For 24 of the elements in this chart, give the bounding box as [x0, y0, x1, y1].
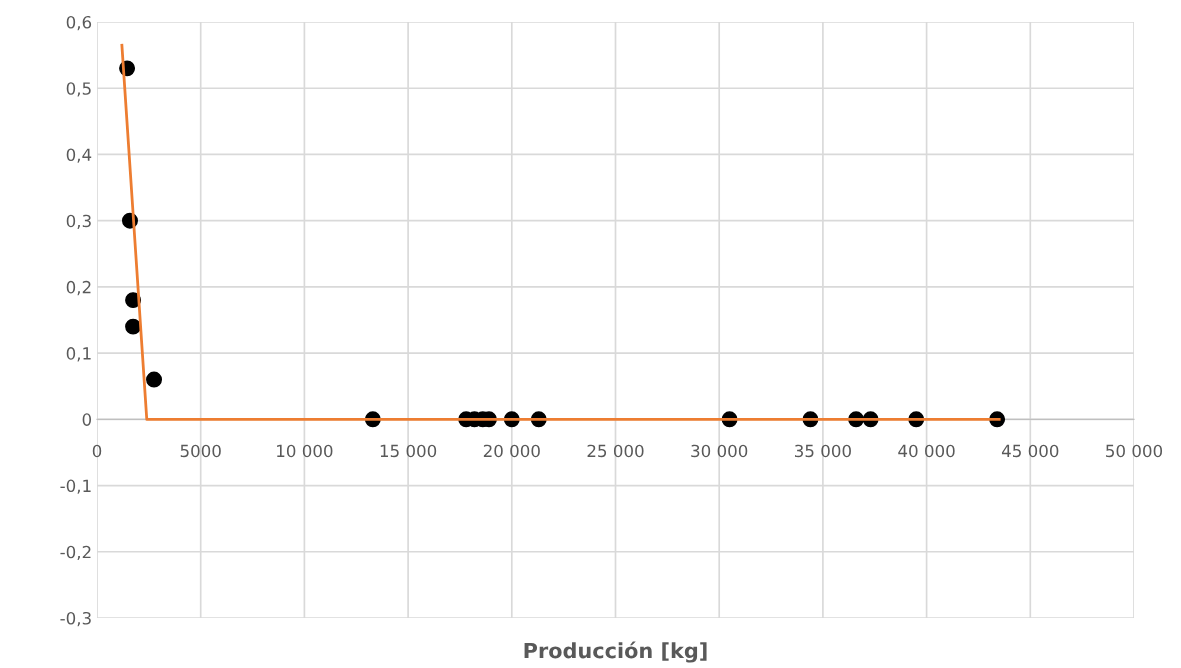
x-tick-label: 5000	[180, 444, 221, 458]
x-tick-label: 10 000	[277, 444, 333, 458]
x-tick-label: 25 000	[587, 444, 644, 458]
y-tick-label: 0,2	[66, 280, 91, 296]
x-axis-title: Producción [kg]	[524, 641, 707, 663]
x-tick-label: 40 000	[898, 444, 955, 458]
x-tick-label: 50 000	[1106, 444, 1163, 458]
x-tick-label: 15 000	[380, 444, 437, 458]
y-tick-label: -0,2	[60, 545, 91, 561]
y-tick-label: 0	[82, 413, 92, 426]
x-tick-label: 0	[92, 444, 102, 458]
y-tick-label: 0,3	[66, 214, 91, 229]
y-tick-label: 0,5	[66, 82, 91, 97]
x-tick-label: 35 000	[795, 444, 851, 458]
y-tick-label: 0,1	[66, 347, 91, 362]
y-tick-label: 0,6	[66, 15, 92, 31]
y-tick-label: -0,1	[60, 479, 91, 494]
x-tick-label: 30 000	[691, 444, 748, 458]
x-tick-label: 45 000	[1001, 444, 1059, 458]
point	[146, 371, 163, 388]
x-tick-label: 20 000	[483, 444, 540, 458]
point	[125, 318, 142, 335]
y-tick-label: 0,4	[66, 148, 92, 163]
y-tick-label: -0,3	[60, 611, 91, 627]
